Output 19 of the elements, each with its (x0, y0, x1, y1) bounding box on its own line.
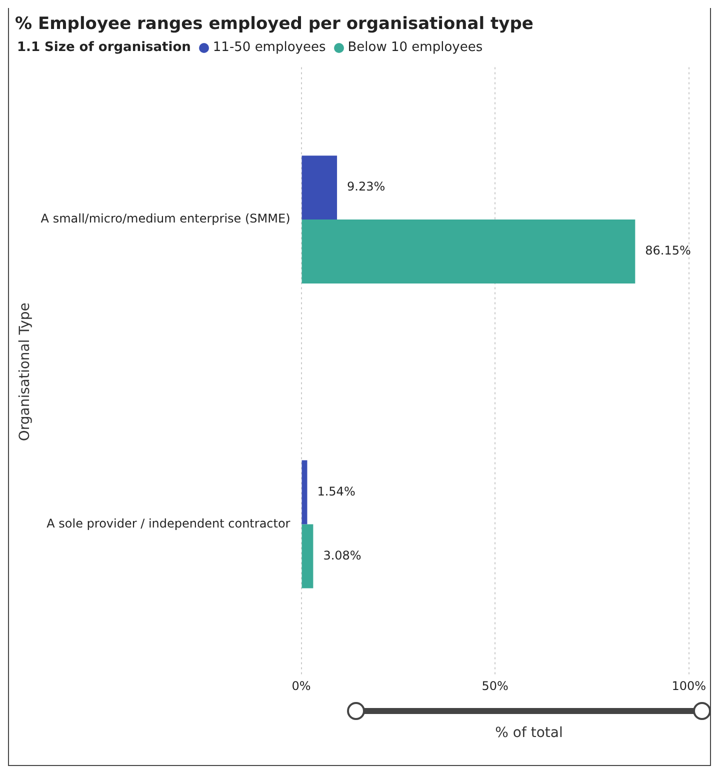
data-label: 1.54% (317, 484, 356, 498)
x-tick-label: 0% (292, 678, 311, 693)
bar (302, 156, 338, 220)
y-tick-label: A small/micro/medium enterprise (SMME) (40, 212, 290, 226)
bar (302, 220, 636, 284)
legend-label: Below 10 employees (348, 40, 483, 55)
x-axis-title: % of total (494, 724, 564, 741)
legend-label: 11-50 employees (212, 40, 326, 55)
x-tick-label: 50% (482, 678, 508, 693)
legend-title: 1.1 Size of organisation (17, 40, 191, 55)
y-axis-title: Organisational Type (17, 302, 34, 442)
data-label: 9.23% (347, 180, 386, 194)
data-label: 86.15% (645, 244, 691, 258)
bar (302, 460, 308, 524)
chart-title: % Employee ranges employed per organisational type (14, 13, 534, 36)
bar (302, 524, 314, 588)
data-label: 3.08% (323, 548, 362, 562)
x-tick-label: 100% (672, 678, 706, 693)
y-tick-label: A sole provider / independent contractor (46, 516, 290, 530)
